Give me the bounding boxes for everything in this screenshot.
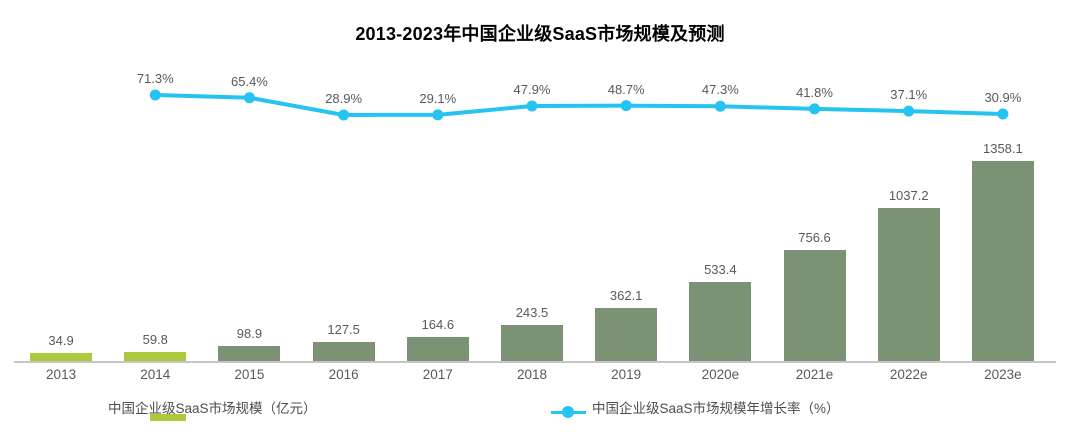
- growth-percent-label: 30.9%: [984, 90, 1022, 106]
- growth-percent-label: 47.3%: [701, 82, 739, 98]
- chart-title: 2013-2023年中国企业级SaaS市场规模及预测: [355, 24, 725, 44]
- legend-bar-swatch-icon: [150, 414, 186, 421]
- growth-line-layer: [149, 89, 1009, 121]
- bar-2022e: [877, 208, 940, 361]
- bar-value-label: 98.9: [236, 326, 263, 342]
- growth-percent-label: 29.1%: [419, 90, 457, 106]
- x-axis: 2013 2014 2015 2016 2017 2018 2019 2020e 2021e 20…: [14, 367, 1050, 387]
- bar-2020e: [689, 282, 752, 361]
- bar-value-label: 533.4: [704, 262, 737, 278]
- x-axis-line: [14, 361, 1056, 363]
- bar-value-label: 1037.2: [888, 188, 929, 204]
- growth-dot: [903, 105, 915, 117]
- bar-2023e: [971, 161, 1034, 361]
- x-axis-label-2013: 2013: [46, 367, 77, 382]
- x-axis-label-2020e: 2020e: [701, 367, 740, 382]
- growth-percent-label: 65.4%: [231, 73, 268, 89]
- growth-percent-label: 41.8%: [796, 84, 833, 100]
- bar-2019: [595, 307, 658, 361]
- growth-percent-label: 47.9%: [513, 82, 551, 97]
- x-axis-label-2023e: 2023e: [984, 367, 1022, 382]
- bar-2015: [218, 346, 281, 361]
- bar-value-label: 1358.1: [982, 141, 1023, 157]
- bar-2018: [500, 325, 563, 361]
- x-axis-label-2014: 2014: [140, 367, 171, 382]
- growth-percent-label: 28.9%: [325, 90, 363, 106]
- bar-2013: [30, 353, 93, 361]
- x-axis-label-2019: 2019: [611, 367, 642, 382]
- growth-dot: [620, 100, 632, 112]
- bar-2017: [406, 336, 469, 361]
- legend-line-dot-icon: [562, 406, 574, 418]
- growth-dot: [997, 108, 1009, 120]
- bar-value-label: 59.8: [142, 332, 168, 348]
- bar-value-label: 756.6: [798, 229, 831, 245]
- growth-dot: [432, 109, 444, 121]
- bar-value-label: 127.5: [327, 322, 360, 338]
- bar-value-label: 164.6: [421, 316, 455, 332]
- x-axis-label-2017: 2017: [422, 367, 453, 382]
- bar-2014: [124, 352, 187, 361]
- growth-dot: [526, 100, 538, 112]
- bar-value-label: 362.1: [609, 287, 643, 303]
- growth-percent-label: 37.1%: [890, 87, 928, 103]
- plot-area: 34.9 59.8 71.3% 98.9 65.4% 127.5 28.9% 164.6 29.…: [14, 50, 1050, 361]
- x-axis-label-2016: 2016: [328, 367, 359, 382]
- x-axis-label-2015: 2015: [234, 367, 265, 382]
- bar-2016: [312, 342, 375, 361]
- bar-value-label: 243.5: [515, 305, 549, 321]
- legend-line-label: 中国企业级SaaS市场规模年增长率（%）: [592, 401, 840, 416]
- growth-dot: [714, 100, 726, 112]
- x-axis-label-2018: 2018: [516, 367, 547, 382]
- growth-percent-label: 71.3%: [136, 70, 174, 86]
- legend-bar-label: 中国企业级SaaS市场规模（亿元）: [108, 401, 317, 416]
- growth-dot: [149, 89, 161, 101]
- bar-2021e: [783, 249, 846, 361]
- growth-dot: [338, 109, 350, 121]
- bar-value-label: 34.9: [48, 333, 74, 348]
- growth-line: [155, 92, 1003, 117]
- growth-dot: [243, 92, 255, 104]
- growth-dot: [809, 103, 821, 115]
- x-axis-label-2022e: 2022e: [889, 367, 928, 382]
- x-axis-label-2021e: 2021e: [795, 367, 834, 382]
- growth-percent-label: 48.7%: [607, 81, 645, 97]
